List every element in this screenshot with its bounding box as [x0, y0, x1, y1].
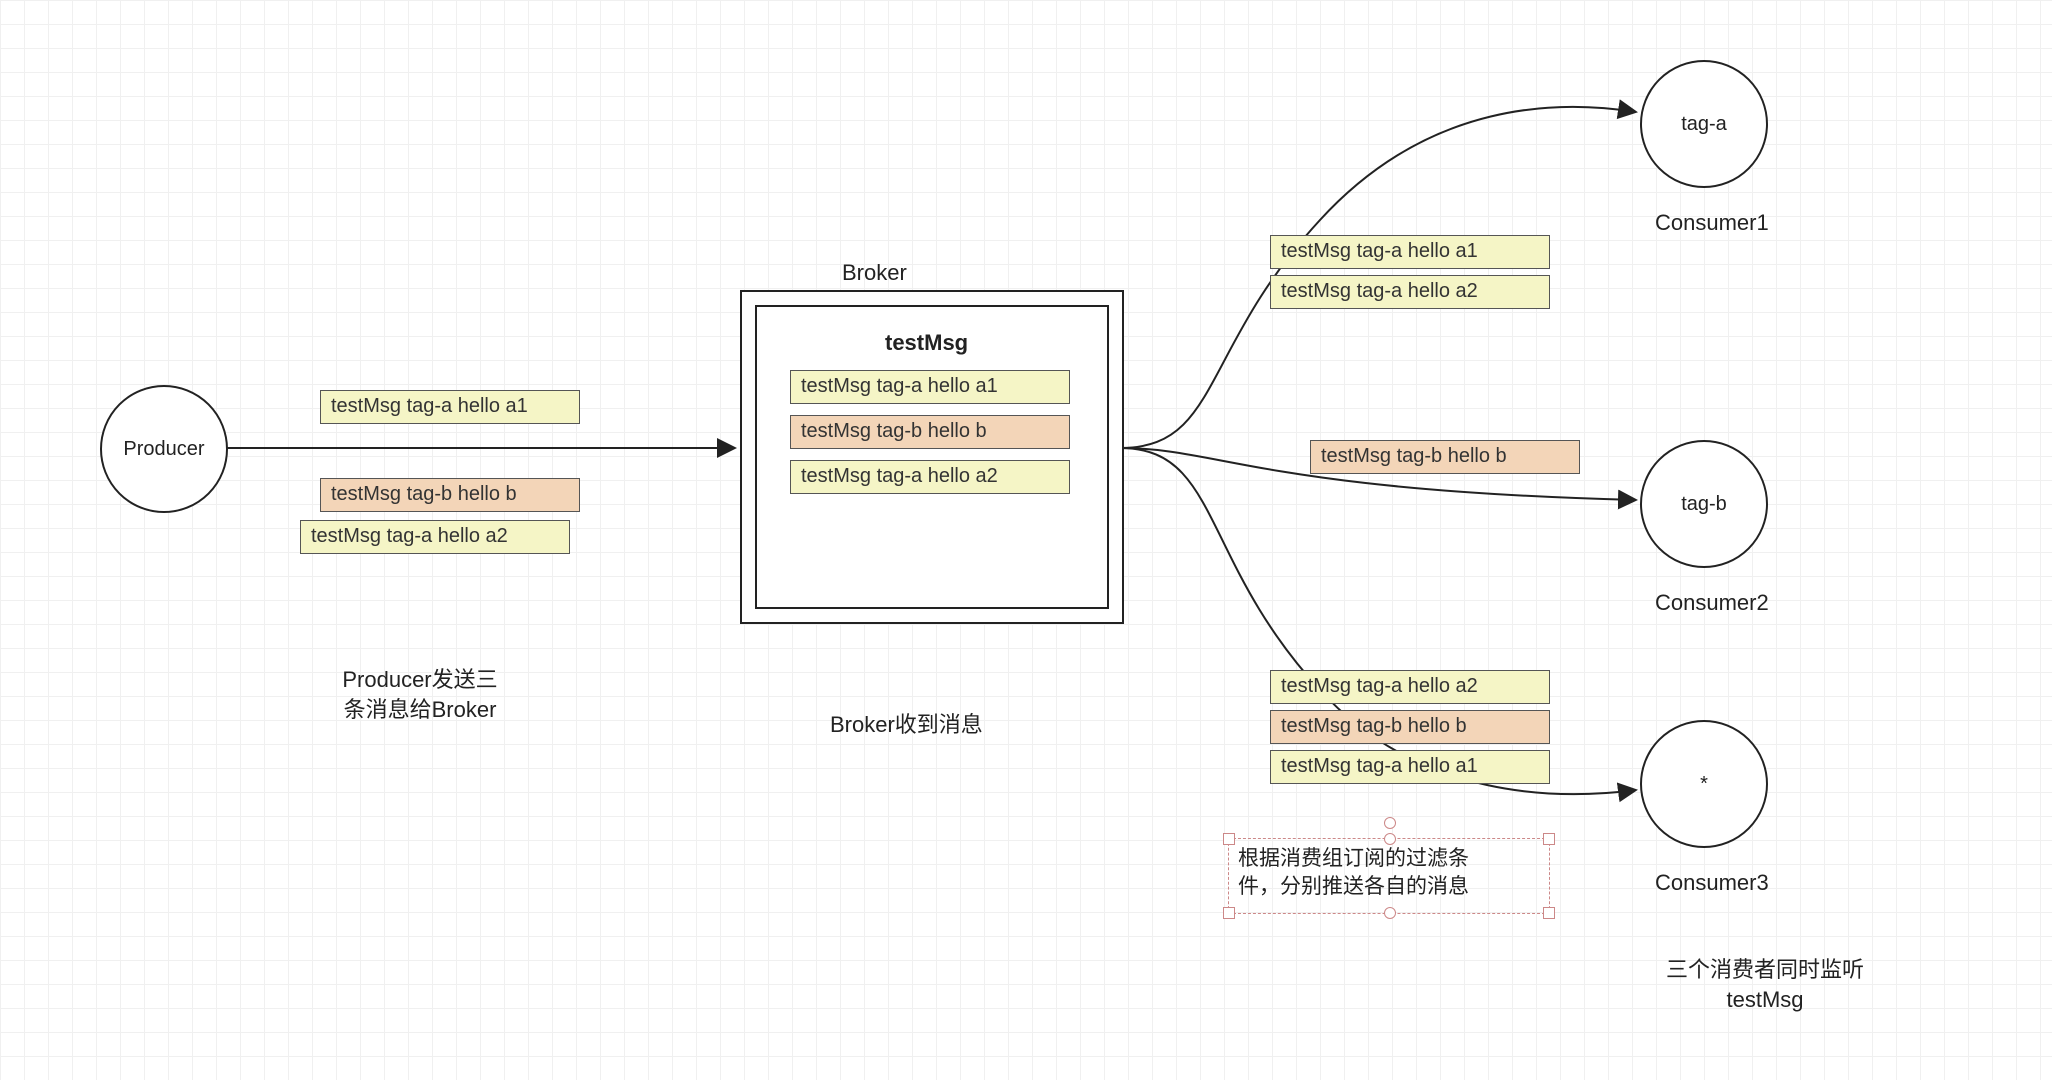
consumer-node-c1: tag-a	[1640, 60, 1768, 188]
producer-caption: Producer发送三条消息给Broker	[290, 665, 550, 724]
consumer-label-c1: Consumer1	[1655, 208, 1769, 238]
consumer-label-c3: Consumer3	[1655, 868, 1769, 898]
routed-msg-c3-2: testMsg tag-a hello a1	[1270, 750, 1550, 784]
broker-msg-0: testMsg tag-a hello a1	[790, 370, 1070, 404]
routed-msg-c3-1: testMsg tag-b hello b	[1270, 710, 1550, 744]
broker-title: Broker	[842, 258, 907, 288]
consumer-label-c2: Consumer2	[1655, 588, 1769, 618]
producer-msg-2: testMsg tag-a hello a2	[300, 520, 570, 554]
broker-topic-label: testMsg	[885, 328, 968, 358]
routed-msg-c1-1: testMsg tag-a hello a2	[1270, 275, 1550, 309]
consumer-node-c3: *	[1640, 720, 1768, 848]
producer-node: Producer	[100, 385, 228, 513]
broker-caption: Broker收到消息	[830, 710, 983, 740]
producer-msg-1: testMsg tag-b hello b	[320, 478, 580, 512]
consumer-node-c2: tag-b	[1640, 440, 1768, 568]
filter-caption: 根据消费组订阅的过滤条件，分别推送各自的消息	[1238, 845, 1538, 902]
producer-label: Producer	[123, 438, 204, 461]
broker-msg-2: testMsg tag-a hello a2	[790, 460, 1070, 494]
producer-msg-0: testMsg tag-a hello a1	[320, 390, 580, 424]
broker-msg-1: testMsg tag-b hello b	[790, 415, 1070, 449]
routed-msg-c2-0: testMsg tag-b hello b	[1310, 440, 1580, 474]
routed-msg-c3-0: testMsg tag-a hello a2	[1270, 670, 1550, 704]
routed-msg-c1-0: testMsg tag-a hello a1	[1270, 235, 1550, 269]
consumers-caption: 三个消费者同时监听testMsg	[1615, 955, 1915, 1014]
